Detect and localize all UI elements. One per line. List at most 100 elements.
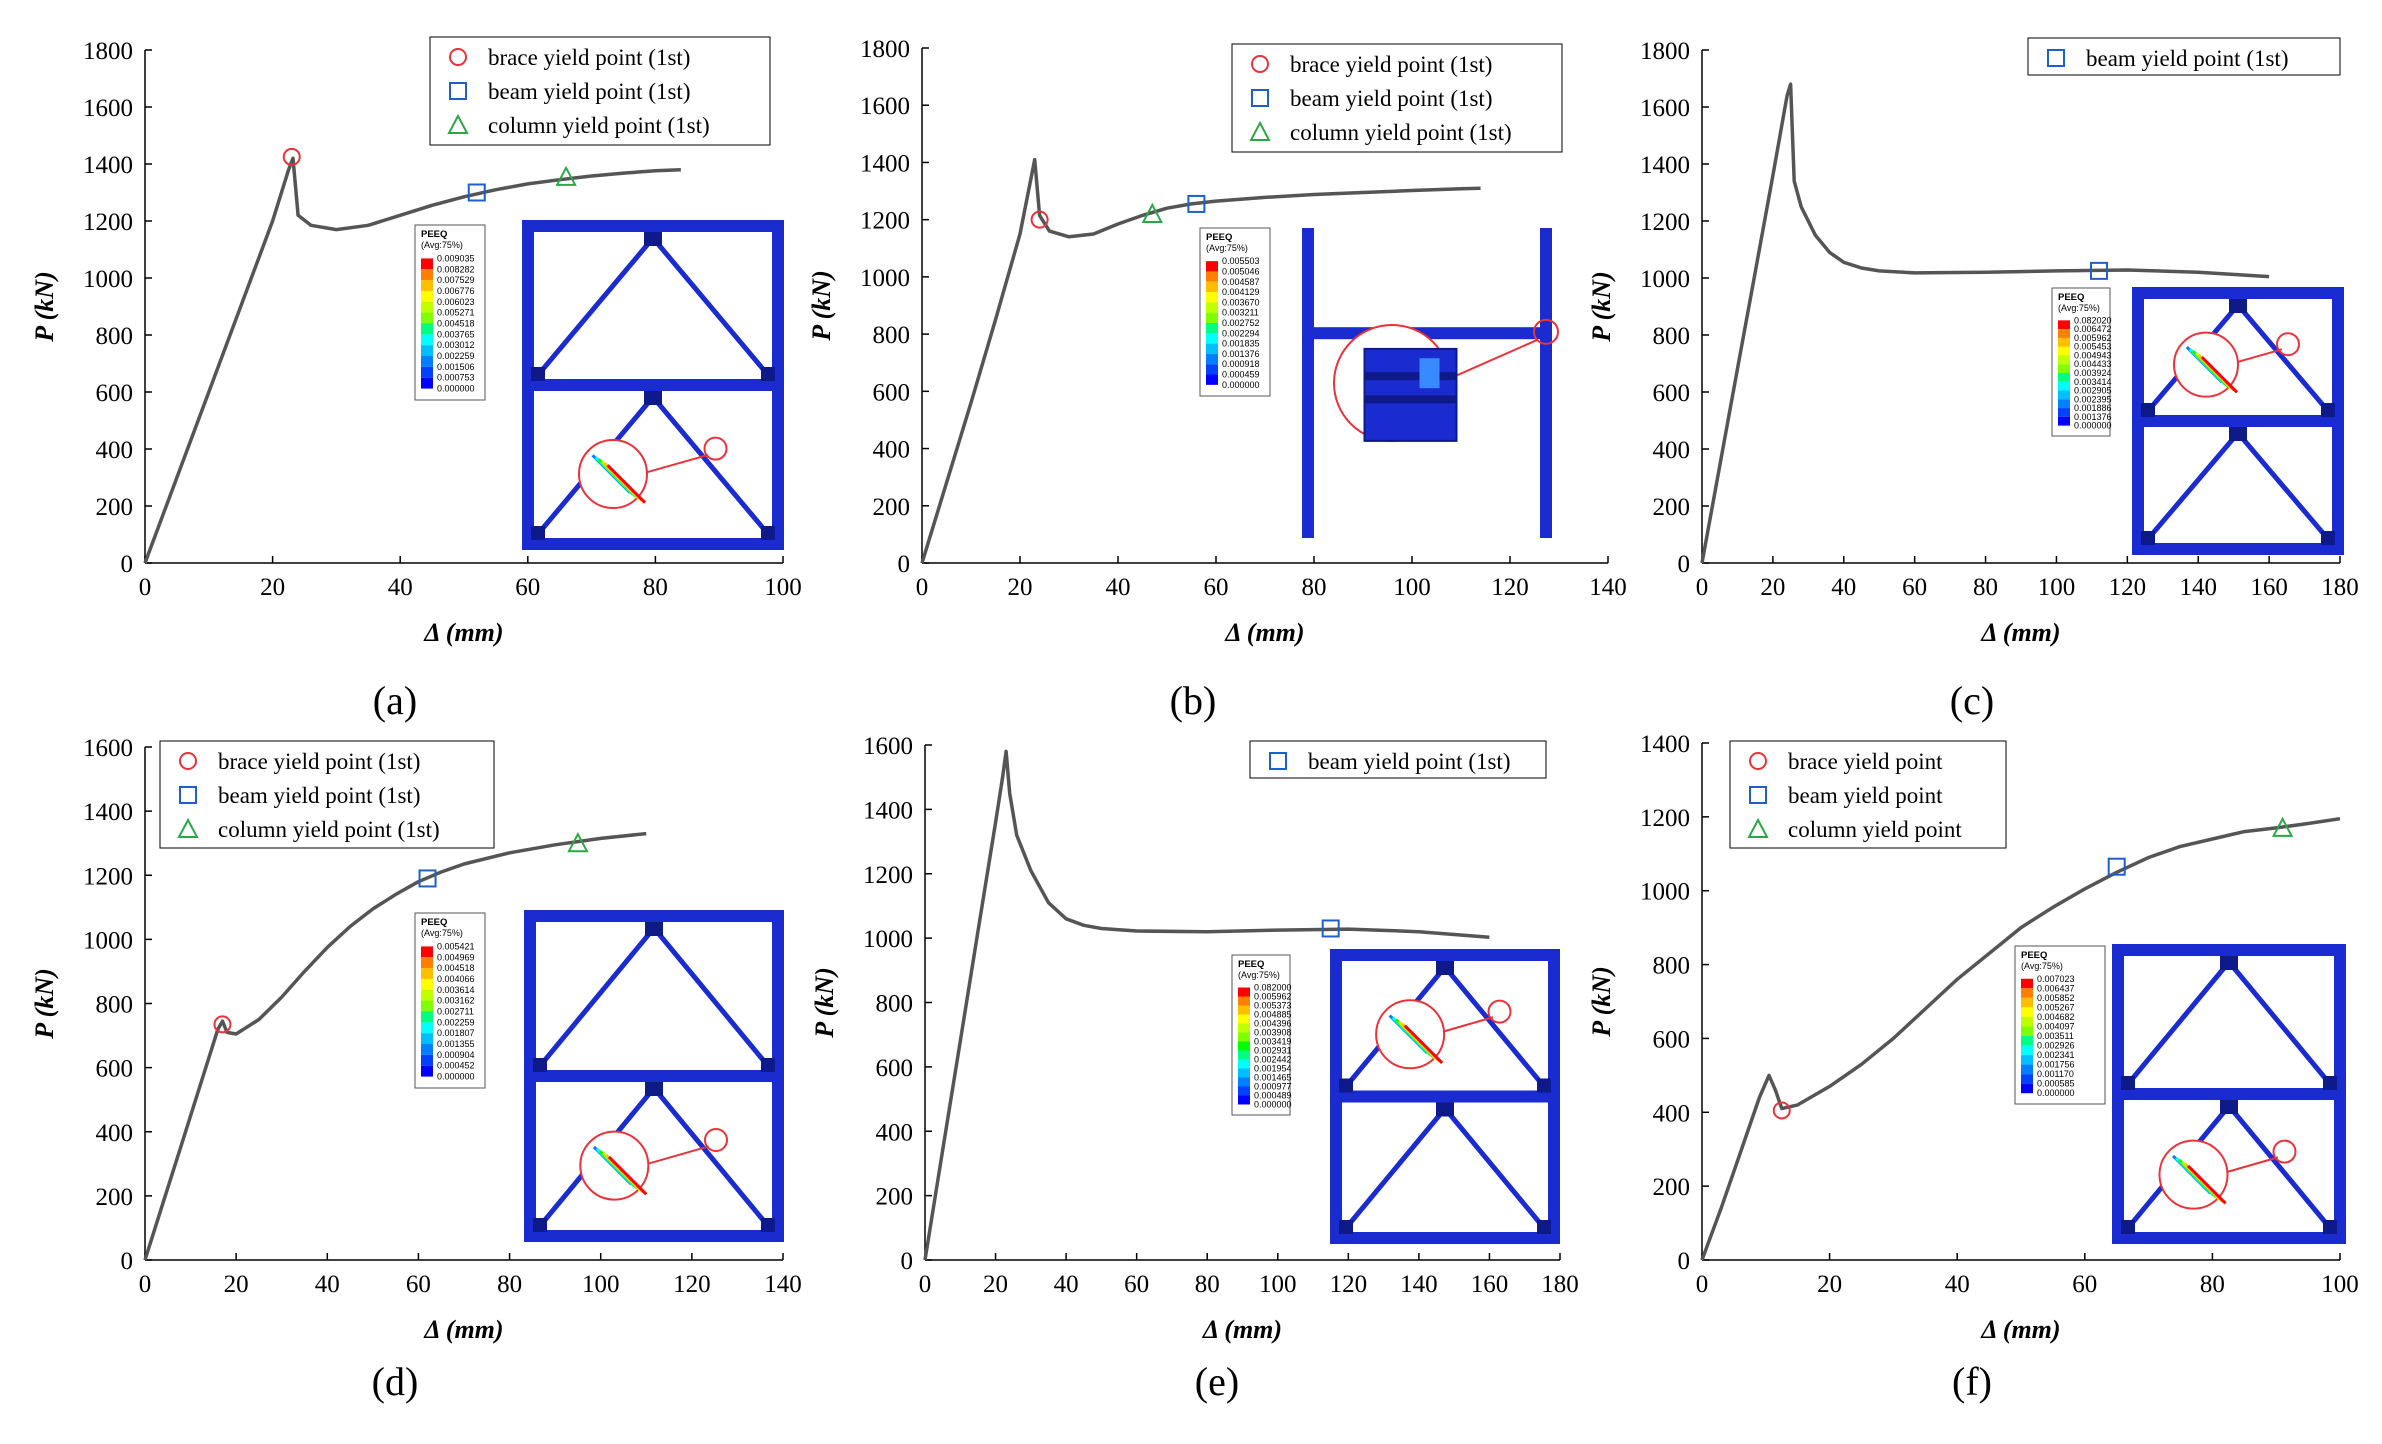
y-tick-label: 400 [96,1120,134,1147]
contour-value: 0.004885 [1254,1010,1292,1020]
contour-color-band [1206,353,1218,365]
contour-color-band [2021,1016,2033,1027]
x-tick-label: 140 [1589,574,1627,601]
model-gusset [761,1218,775,1232]
legend-beam-symbol [1251,89,1269,107]
contour-value: 0.000000 [2037,1088,2075,1098]
model-brace [2126,960,2231,1086]
contour-color-band [1206,261,1218,272]
y-tick-label: 1200 [83,209,133,236]
x-tick-label: 20 [1817,1271,1842,1298]
model-gusset [2220,1100,2238,1114]
chart-panel-e: 0 200 400 600 800 1000 1200 1400 1600 0 20 40 60 80 10… [810,733,1579,1404]
contour-color-band [2021,1083,2033,1094]
contour-color-band [421,280,433,291]
contour-color-band [2021,1074,2033,1084]
y-tick-label: 1200 [1640,805,1690,832]
legend-beam-symbol [449,82,467,100]
y-tick-label: 400 [96,437,134,464]
legend-column-label: column yield point (1st) [488,113,710,138]
legend-beam-label: beam yield point (1st) [218,783,421,808]
contour-color-band [2021,997,2033,1008]
contour-color-band [1206,312,1218,323]
contour-value: 0.001376 [2074,412,2112,422]
x-tick-label: 0 [1696,574,1709,601]
contour-value: 0.006023 [437,297,475,307]
y-tick-label: 0 [1678,551,1691,578]
contour-value: 0.004129 [1222,287,1260,297]
model-gusset [533,1218,547,1232]
contour-color-band [421,334,433,346]
model-mid-beam [2138,415,2338,427]
model-gusset [1537,1220,1551,1234]
y-tick-label: 0 [121,1248,134,1275]
x-tick-label: 120 [1491,574,1529,601]
contour-value: 0.004066 [437,974,475,984]
contour-value: 0.001756 [2037,1060,2075,1070]
model-gusset [2229,427,2247,441]
x-tick-label: 60 [1124,1271,1149,1298]
y-axis-label: P (kN) [30,968,59,1040]
x-tick-label: 80 [497,1271,522,1298]
zoom-brace-strain [606,464,647,504]
contour-value: 0.082000 [1254,983,1292,993]
contour-color-band [2021,1064,2033,1075]
zoom-brace-strain [2200,356,2239,394]
legend-beam-label: beam yield point (1st) [1290,86,1493,111]
y-tick-label: 200 [876,1184,914,1211]
legend-box [2027,37,2341,76]
contour-value: 0.004518 [437,963,475,973]
zoom-joint [1363,347,1458,442]
x-tick-label: 60 [515,574,540,601]
model-gusset [2220,956,2238,970]
contour-value: 0.000904 [437,1050,475,1060]
model-gusset [645,1082,663,1096]
contour-avg: (Avg:75%) [421,240,463,250]
legend-box [1729,740,2007,849]
chart-panel-f: 0 200 400 600 800 1000 1200 1400 0 20 40 60 80 100 Δ (… [1587,731,2359,1404]
y-tick-label: 800 [876,991,914,1018]
contour-color-band [421,1011,433,1023]
contour-color-band [2021,1036,2033,1046]
x-tick-label: 40 [1831,574,1856,601]
y-tick-label: 800 [1653,953,1691,980]
contour-value: 0.003419 [1254,1037,1292,1047]
contour-color-band [421,978,433,990]
contour-value: 0.005962 [1254,992,1292,1002]
y-tick-label: 1000 [863,926,913,953]
contour-value: 0.005267 [2037,1002,2075,1012]
zoom-flange [1364,395,1457,404]
contour-value: 0.003908 [1254,1028,1292,1038]
y-tick-label: 200 [1653,1174,1691,1201]
x-tick-label: 100 [764,574,802,601]
contour-color-band [421,1065,433,1077]
legend-brace-symbol [449,48,467,66]
contour-color-band [1206,374,1218,385]
x-tick-label: 60 [1204,574,1229,601]
contour-value: 0.005962 [2074,333,2112,343]
contour-value: 0.000000 [1254,1100,1292,1110]
y-tick-label: 200 [1653,494,1691,521]
contour-value: 0.003765 [437,329,475,339]
contour-value: 0.001807 [437,1028,475,1038]
contour-color-band [2058,399,2070,409]
contour-avg: (Avg:75%) [421,928,463,938]
contour-color-band [421,377,433,389]
chart-panel-c: 0 200 400 600 800 1000 1200 1400 1600 1800 0 20 40 60… [1587,37,2359,723]
x-tick-label: 80 [2200,1271,2225,1298]
brace-yield-marker [1772,1101,1791,1120]
model-brace [652,1086,770,1228]
x-tick-label: 20 [1008,574,1033,601]
model-brace [651,395,770,536]
model-gusset [2323,1220,2337,1234]
contour-value: 0.003924 [2074,368,2112,378]
model-gusset [2121,1220,2135,1234]
zoom-brace-strain [1403,1024,1444,1065]
model-mid-beam [528,379,778,391]
contour-color-band [421,1022,433,1034]
model-gusset [2141,531,2155,545]
model-brace [538,926,656,1068]
contour-color-band [1238,1068,1250,1078]
contour-color-band [421,345,433,357]
x-tick-label: 0 [916,574,929,601]
